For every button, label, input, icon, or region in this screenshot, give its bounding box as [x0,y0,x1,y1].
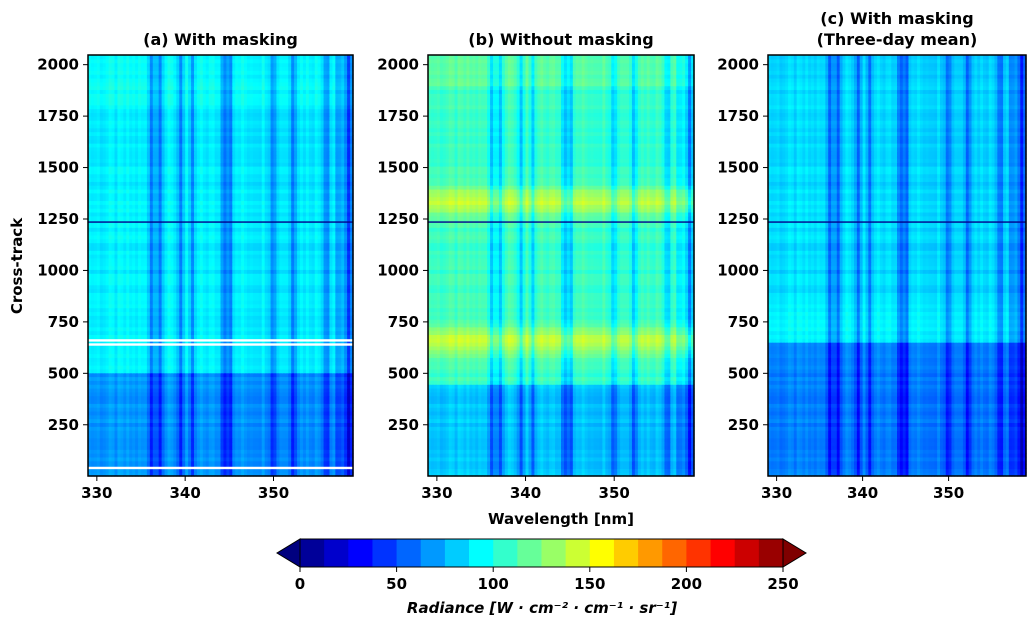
heatmap-panels: 25050075010001250150017502000330 340 350(a… [37,9,1026,502]
panel-1: 25050075010001250150017502000330 340 350(a… [37,30,353,502]
